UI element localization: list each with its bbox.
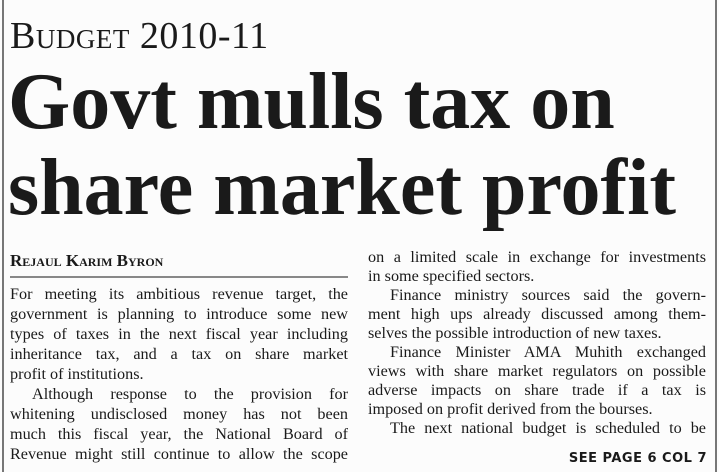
article-text-line: selves the possible introduction of new … [368, 324, 662, 342]
article-text-line: Although response to the provision for [32, 385, 348, 403]
article-text-line: profit of institutions. [10, 365, 144, 383]
article-text-line: in some specified sectors. [368, 267, 535, 285]
article-text-line: government is planning to introduce some… [10, 305, 348, 323]
article-text-line: imposed on profit derived from the bours… [368, 400, 653, 418]
right-column: on a limited scale in exchange for inves… [368, 248, 706, 438]
article-text-line: The next national budget is scheduled to… [390, 419, 706, 437]
article-text-line: For meeting its ambitious revenue target… [10, 285, 348, 303]
headline-line-2: share market profit [8, 144, 677, 232]
article-text-line: whitening undisclosed money has not been [10, 405, 348, 423]
article-text-line: ment high ups already discussed among th… [368, 305, 706, 323]
left-column: For meeting its ambitious revenue target… [10, 284, 348, 464]
article-text-line: inheritance tax, and a tax on share mark… [10, 345, 348, 363]
article-text-line: Finance ministry sources said the govern… [390, 286, 706, 304]
article-text-line: adverse impacts on share trade if a tax … [368, 381, 706, 399]
section-kicker: Budget 2010-11 [10, 15, 269, 57]
article-text-line: on a limited scale in exchange for inves… [368, 248, 706, 266]
article-text-line: types of taxes in the next fiscal year i… [10, 325, 348, 343]
article-text-line: views with share market regulators on po… [368, 362, 706, 380]
right-border [715, 0, 717, 472]
byline: Rejaul Karim Byron [10, 251, 164, 270]
article-text-line: Revenue might still continue to allow th… [10, 445, 348, 463]
left-border [2, 0, 4, 472]
article-text-line: Finance Minister AMA Muhith exchanged [390, 343, 706, 361]
byline-rule [10, 276, 348, 278]
headline-line-1: Govt mulls tax on [8, 58, 615, 146]
article-text-line: much this fiscal year, the National Boar… [10, 425, 348, 443]
continuation-note: SEE PAGE 6 COL 7 [568, 451, 707, 466]
